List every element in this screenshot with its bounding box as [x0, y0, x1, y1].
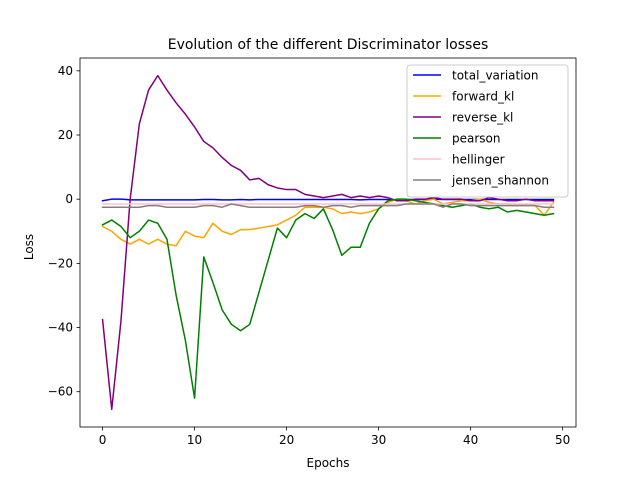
y-tick-label: −40 [48, 321, 73, 335]
series-line-forward-kl [101, 198, 555, 247]
y-tick-label: −60 [48, 385, 73, 399]
legend-label-total-variation: total_variation [452, 69, 539, 83]
x-axis: 0 10 20 30 40 50 [99, 427, 570, 447]
series-line-jensen-shannon [101, 203, 555, 208]
y-tick-label: 0 [65, 192, 73, 206]
y-axis: −60 −40 −20 0 20 40 [48, 64, 80, 399]
legend-box [406, 64, 569, 198]
legend-label-pearson: pearson [452, 132, 501, 146]
y-tick-label: −20 [48, 256, 73, 270]
x-tick-label: 30 [371, 433, 386, 447]
y-tick-label: 40 [58, 64, 73, 78]
chart-title: Evolution of the different Discriminator… [168, 37, 489, 53]
axes-frame [79, 57, 577, 428]
legend-label-forward-kl: forward_kl [452, 90, 514, 104]
legend-label-jensen-shannon: jensen_shannon [451, 174, 549, 188]
legend-label-hellinger: hellinger [452, 153, 505, 167]
x-tick-label: 40 [463, 433, 478, 447]
series-lines [101, 74, 555, 411]
x-tick-label: 50 [555, 433, 570, 447]
x-tick-label: 20 [279, 433, 294, 447]
legend-label-reverse-kl: reverse_kl [452, 111, 513, 125]
x-tick-label: 10 [187, 433, 202, 447]
plot-area [79, 57, 577, 428]
series-line-pearson [101, 198, 555, 399]
y-axis-label: Loss [22, 234, 36, 260]
legend: total_variation forward_kl reverse_klpears… [406, 64, 569, 198]
y-tick-label: 20 [58, 128, 73, 142]
series-line-reverse-kl [101, 74, 555, 411]
x-axis-label: Epochs [307, 456, 350, 470]
x-tick-label: 0 [99, 433, 107, 447]
